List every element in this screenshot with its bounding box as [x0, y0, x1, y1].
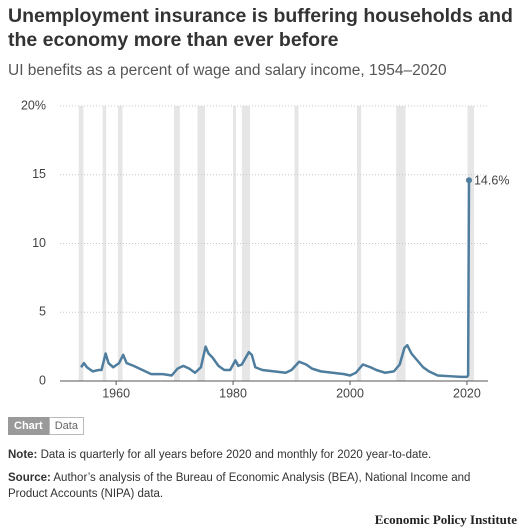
recession-band	[174, 106, 180, 381]
y-tick-label: 5	[39, 305, 46, 319]
recession-band	[396, 106, 406, 381]
note: Note: Data is quarterly for all years be…	[8, 447, 513, 463]
source: Source: Author’s analysis of the Bureau …	[8, 470, 513, 502]
y-tick-label: 10	[32, 236, 46, 250]
x-tick-label: 1980	[219, 386, 247, 400]
recession-band	[294, 106, 299, 381]
x-tick-label: 2020	[453, 386, 481, 400]
end-point	[465, 177, 472, 184]
recession-band	[467, 106, 474, 381]
y-tick-label: 20%	[21, 98, 46, 112]
data-line	[80, 180, 471, 379]
y-tick-label: 15	[32, 167, 46, 181]
source-label: Source:	[8, 472, 51, 484]
view-toggle: Chart Data	[8, 417, 84, 435]
chart-subtitle: UI benefits as a percent of wage and sal…	[8, 62, 447, 79]
publisher: Economic Policy Institute	[374, 512, 517, 527]
chart: 0 5 10 15 20% 1960 1980 2000 2020 14.6%	[21, 98, 509, 400]
note-text: Data is quarterly for all years before 2…	[40, 449, 432, 461]
chart-title: Unemployment insurance is buffering hous…	[8, 5, 513, 51]
x-tick-label: 1960	[102, 386, 130, 400]
recession-band	[102, 106, 107, 381]
recession-band	[357, 106, 362, 381]
chart-tab[interactable]: Chart	[8, 417, 49, 435]
x-tick-label: 2000	[336, 386, 364, 400]
recession-band	[241, 106, 251, 381]
data-tab[interactable]: Data	[48, 417, 84, 435]
source-text: Author’s analysis of the Bureau of Econo…	[8, 472, 471, 500]
note-label: Note:	[8, 449, 38, 461]
data-label: 14.6%	[474, 174, 509, 188]
y-tick-label: 0	[39, 373, 46, 387]
